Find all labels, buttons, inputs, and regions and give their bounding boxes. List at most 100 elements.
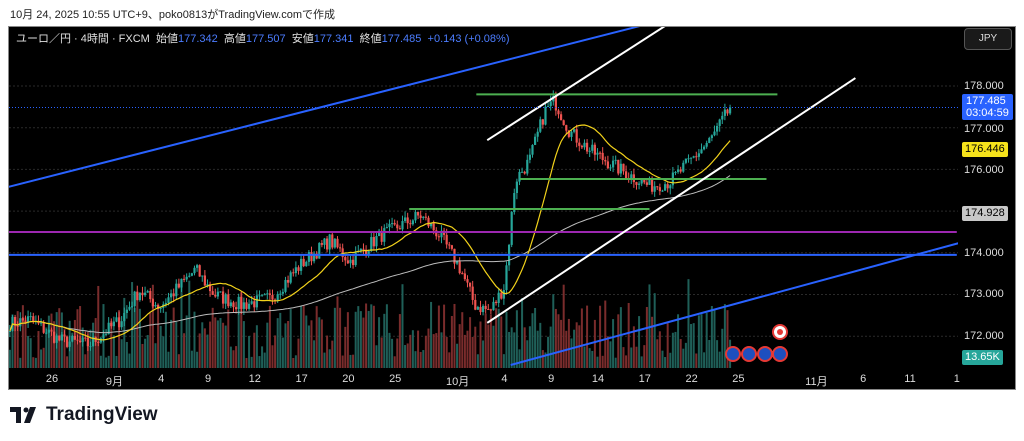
price-tick: 178.000 xyxy=(964,80,1004,92)
candle-body xyxy=(471,286,474,300)
candle-body xyxy=(206,284,209,286)
candle-body xyxy=(336,238,339,248)
candle-body xyxy=(609,167,612,169)
candle-body xyxy=(307,252,310,262)
currency-button[interactable]: JPY xyxy=(964,28,1012,50)
volume-bar xyxy=(414,351,417,368)
candle-body xyxy=(362,248,365,250)
candle-body xyxy=(510,212,513,245)
candle-body xyxy=(398,228,401,230)
volume-bar xyxy=(677,314,680,368)
volume-bar xyxy=(216,320,219,368)
candle-body xyxy=(341,248,344,258)
volume-bar xyxy=(175,321,178,368)
candle-body xyxy=(349,259,352,264)
volume-bar xyxy=(190,350,193,368)
tradingview-logo[interactable]: TradingView xyxy=(10,404,158,426)
volume-bar xyxy=(107,355,110,368)
volume-bar xyxy=(380,337,383,368)
candle-body xyxy=(718,119,721,126)
candle-body xyxy=(279,293,282,295)
volume-bar xyxy=(349,354,352,368)
volume-bar xyxy=(692,323,695,368)
candle-body xyxy=(16,325,19,327)
high-value: 177.507 xyxy=(245,33,286,45)
economic-event-icon xyxy=(772,346,788,362)
candle-body xyxy=(24,320,27,323)
symbol-legend: ユーロ／円 · 4時間 · FXCM 始値177.342 高値177.507 安… xyxy=(16,30,509,46)
volume-bar xyxy=(422,350,425,368)
volume-bar xyxy=(16,311,19,368)
volume-bar xyxy=(229,346,232,368)
volume-bar xyxy=(513,332,516,368)
candle-body xyxy=(658,187,661,192)
candle-body xyxy=(502,290,505,299)
volume-bar xyxy=(339,307,342,368)
volume-bar xyxy=(250,356,253,368)
candle-body xyxy=(333,238,336,248)
candle-body xyxy=(370,237,373,252)
candle-body xyxy=(713,131,716,136)
candle-body xyxy=(45,332,48,334)
candle-body xyxy=(653,186,656,192)
volume-bar xyxy=(604,300,607,368)
volume-bar xyxy=(136,299,139,368)
candle-body xyxy=(726,109,729,114)
chart-caption: 10月 24, 2025 10:55 UTC+9、poko0813がTradin… xyxy=(10,9,335,21)
candle-body xyxy=(705,142,708,147)
candle-body xyxy=(60,334,63,341)
candle-body xyxy=(666,184,669,189)
candle-body xyxy=(528,154,531,160)
volume-bar xyxy=(523,327,526,368)
volume-bar xyxy=(167,351,170,368)
candle-body xyxy=(143,292,147,296)
candle-body xyxy=(138,292,141,301)
time-tick: 4 xyxy=(501,373,508,385)
candle-body xyxy=(273,299,277,301)
volume-bar xyxy=(716,340,719,368)
volume-bar xyxy=(276,318,279,368)
volume-bar xyxy=(188,280,191,368)
volume-bar xyxy=(406,343,409,368)
candle-body xyxy=(125,309,128,313)
candle-body xyxy=(68,341,71,347)
volume-bar xyxy=(300,306,303,368)
volume-bar xyxy=(635,346,638,368)
volume-bar xyxy=(443,304,446,368)
candle-body xyxy=(643,179,646,183)
volume-bar xyxy=(531,313,534,368)
volume-bar xyxy=(705,312,708,368)
volume-bar xyxy=(32,357,35,368)
candle-body xyxy=(409,223,412,225)
candle-body xyxy=(416,212,420,216)
volume-bar xyxy=(404,345,407,368)
candle-body xyxy=(728,107,732,114)
candle-body xyxy=(117,317,121,328)
candle-body xyxy=(520,171,524,173)
candle-body xyxy=(284,279,287,292)
volume-bar xyxy=(424,335,427,368)
volume-bar xyxy=(474,326,477,368)
volume-bar xyxy=(534,307,537,368)
candle-body xyxy=(669,185,672,189)
candle-body xyxy=(359,248,362,252)
time-tick: 22 xyxy=(685,373,698,385)
volume-bar xyxy=(697,315,700,368)
candle-body xyxy=(515,181,518,194)
volume-bar xyxy=(227,309,230,368)
candle-body xyxy=(380,230,383,242)
volume-bar xyxy=(287,320,290,368)
candle-body xyxy=(9,330,11,332)
candle-body xyxy=(580,145,583,148)
candle-body xyxy=(227,294,230,307)
volume-bar xyxy=(115,355,118,368)
volume-bar xyxy=(614,357,617,368)
candle-body xyxy=(466,279,469,283)
ma-fast-line xyxy=(9,124,731,341)
candle-body xyxy=(708,138,711,143)
candle-body xyxy=(559,114,563,121)
volume-bar xyxy=(479,321,482,368)
symbol-name[interactable]: ユーロ／円 · 4時間 · FXCM xyxy=(16,33,150,45)
volume-bar xyxy=(118,310,121,368)
